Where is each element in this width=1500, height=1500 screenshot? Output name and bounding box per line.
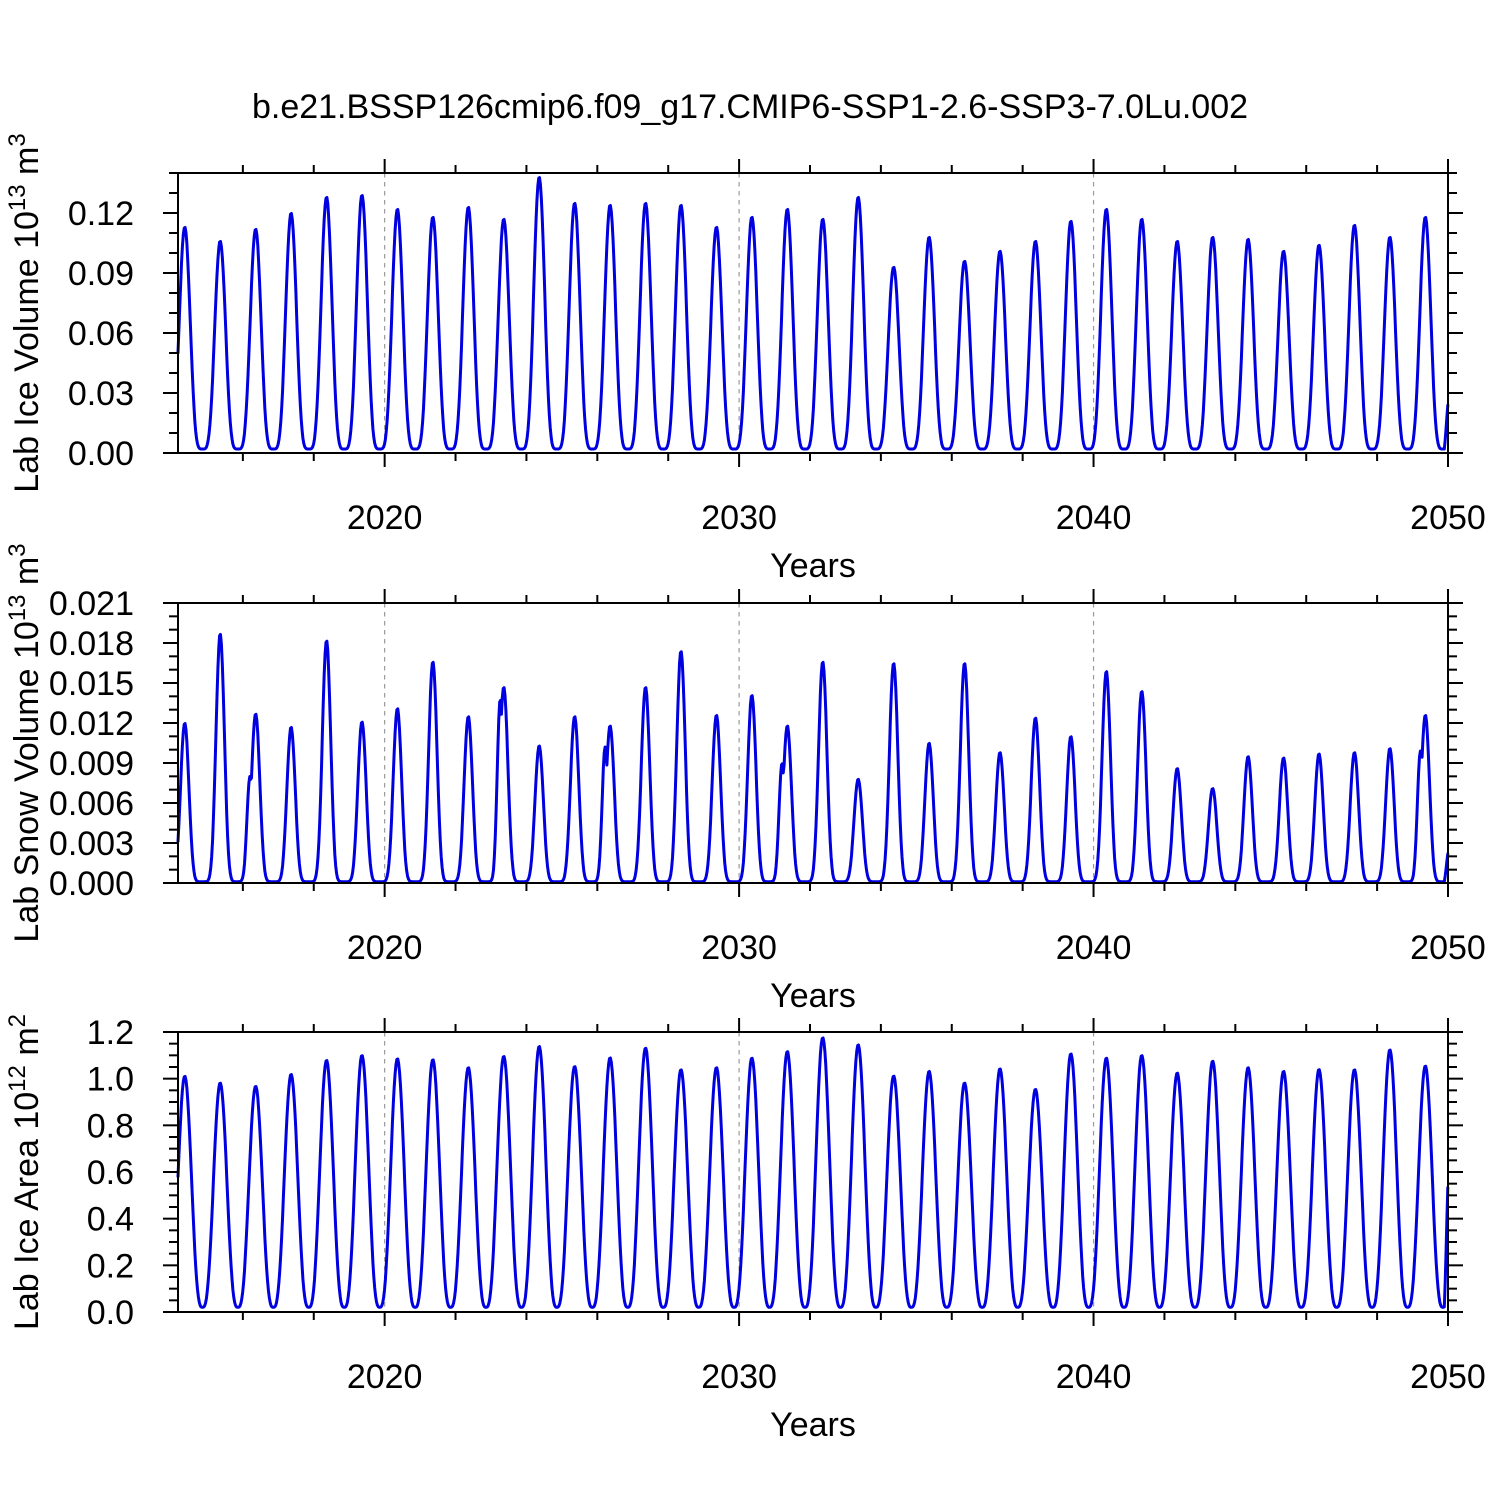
y-tick-label: 0.06 <box>68 315 134 353</box>
x-tick-label: 2030 <box>701 499 777 537</box>
x-tick-label: 2040 <box>1056 929 1132 967</box>
series-line-snow-volume <box>176 633 1450 884</box>
y-axis-title: Lab Ice Area 1012 m2 <box>4 1014 46 1330</box>
y-tick-label: 0.003 <box>49 825 134 863</box>
x-tick-label: 2020 <box>347 1358 423 1396</box>
x-axis-title: Years <box>770 1406 856 1444</box>
series-line-ice-volume <box>176 176 1450 451</box>
y-tick-label: 0.009 <box>49 745 134 783</box>
y-tick-label: 0.021 <box>49 585 134 623</box>
y-tick-label: 0.03 <box>68 375 134 413</box>
y-tick-label: 0.012 <box>49 705 134 743</box>
y-tick-label: 1.0 <box>87 1061 134 1099</box>
x-tick-label: 2050 <box>1410 1358 1486 1396</box>
y-tick-label: 0.2 <box>87 1247 134 1285</box>
x-tick-label: 2030 <box>701 929 777 967</box>
x-tick-label: 2030 <box>701 1358 777 1396</box>
x-tick-label: 2050 <box>1410 929 1486 967</box>
y-tick-label: 0.0 <box>87 1294 134 1332</box>
x-tick-label: 2020 <box>347 499 423 537</box>
y-tick-label: 0.018 <box>49 625 134 663</box>
y-tick-label: 0.8 <box>87 1107 134 1145</box>
figure-title: b.e21.BSSP126cmip6.f09_g17.CMIP6-SSP1-2.… <box>251 88 1249 126</box>
y-tick-label: 0.4 <box>87 1201 134 1239</box>
y-tick-label: 0.09 <box>68 255 134 293</box>
y-tick-label: 0.000 <box>49 865 134 903</box>
y-tick-label: 0.015 <box>49 665 134 703</box>
x-tick-label: 2050 <box>1410 499 1486 537</box>
y-tick-label: 0.00 <box>68 435 134 473</box>
y-tick-label: 0.006 <box>49 785 134 823</box>
x-axis-title: Years <box>770 977 856 1015</box>
y-tick-label: 0.12 <box>68 195 134 233</box>
y-axis-title: Lab Snow Volume 1013 m3 <box>4 543 46 942</box>
x-tick-label: 2040 <box>1056 499 1132 537</box>
x-tick-label: 2020 <box>347 929 423 967</box>
panel-frame-snow-volume <box>177 602 1449 884</box>
y-tick-label: 1.2 <box>87 1014 134 1052</box>
y-tick-label: 0.6 <box>87 1154 134 1192</box>
series-line-ice-area <box>176 1036 1450 1309</box>
y-axis-title: Lab Ice Volume 1013 m3 <box>4 133 46 493</box>
x-tick-label: 2040 <box>1056 1358 1132 1396</box>
x-axis-title: Years <box>770 547 856 585</box>
